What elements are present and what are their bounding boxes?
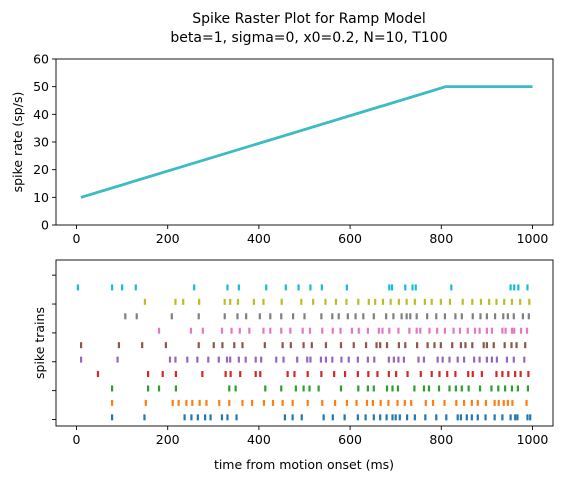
figure-title-line1: Spike Raster Plot for Ramp Model	[192, 11, 425, 27]
raster-xlabel: time from motion onset (ms)	[214, 457, 394, 472]
rate-xtick-label: 600	[338, 231, 362, 246]
figure-title-line2: beta=1, sigma=0, x0=0.2, N=10, T100	[170, 30, 447, 46]
rate-ytick-label: 20	[33, 162, 49, 177]
raster-xtick-label: 800	[429, 432, 453, 447]
rate-xtick-label: 800	[429, 231, 453, 246]
rate-xtick-label: 1000	[517, 231, 549, 246]
rate-ytick-label: 60	[33, 52, 49, 67]
raster-xtick-label: 600	[338, 432, 362, 447]
raster-ylabel: spike trains	[32, 307, 47, 379]
rate-ytick-label: 40	[33, 107, 49, 122]
rate-xtick-label: 0	[73, 231, 81, 246]
raster-xtick-label: 1000	[517, 432, 549, 447]
raster-xtick-label: 200	[156, 432, 180, 447]
rate-ytick-label: 0	[41, 218, 49, 233]
rate-xtick-label: 400	[247, 231, 271, 246]
rate-ylabel: spike rate (sp/s)	[10, 92, 25, 193]
raster-xtick-label: 0	[73, 432, 81, 447]
rate-xtick-label: 200	[156, 231, 180, 246]
rate-ytick-label: 50	[33, 79, 49, 94]
rate-ytick-label: 30	[33, 135, 49, 150]
rate-ytick-label: 10	[33, 190, 49, 205]
raster-xtick-label: 400	[247, 432, 271, 447]
